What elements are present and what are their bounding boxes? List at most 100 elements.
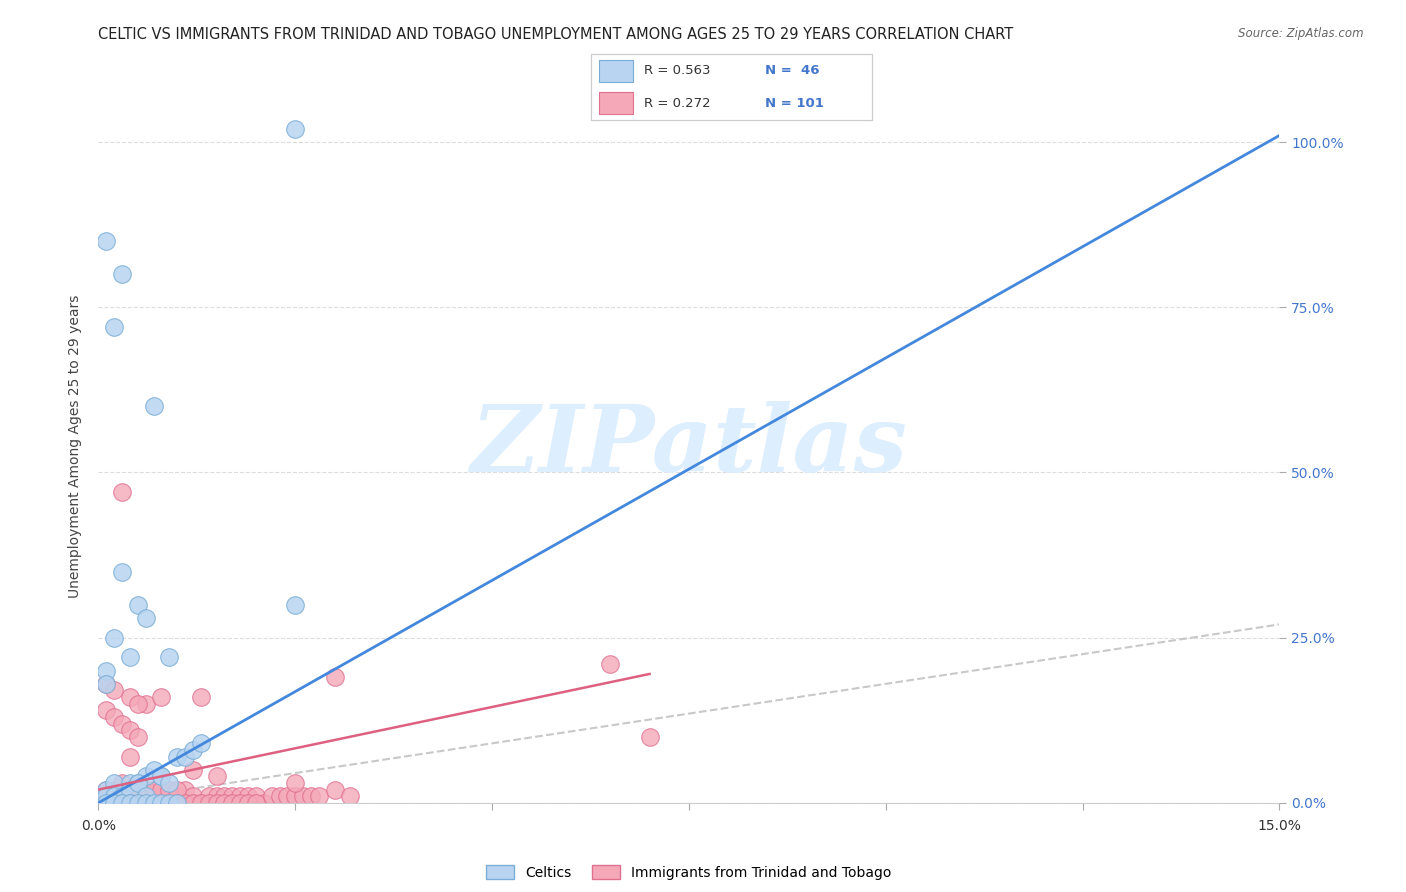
Text: ZIPatlas: ZIPatlas (471, 401, 907, 491)
Point (269, 789, 291, 804)
Point (323, 782, 346, 797)
Point (174, 749, 197, 764)
Text: N =  46: N = 46 (765, 64, 820, 78)
Point (638, 730, 661, 744)
Point (142, 782, 165, 797)
Point (96, 789, 118, 804)
Point (150, 690, 173, 704)
Point (245, 789, 267, 804)
Point (111, 565, 134, 579)
Text: R = 0.563: R = 0.563 (644, 64, 710, 78)
Point (142, 763, 165, 777)
Point (103, 776, 125, 790)
Point (135, 796, 157, 810)
Point (142, 796, 165, 810)
Point (142, 400, 165, 414)
Point (111, 789, 134, 804)
Point (96, 782, 118, 797)
Point (103, 796, 125, 810)
Point (111, 796, 134, 810)
Point (236, 796, 259, 810)
Point (181, 743, 204, 757)
Point (127, 782, 149, 797)
Point (190, 796, 212, 810)
Point (181, 789, 204, 804)
Point (103, 796, 125, 810)
Text: Source: ZipAtlas.com: Source: ZipAtlas.com (1239, 27, 1364, 40)
Point (205, 769, 228, 783)
Point (150, 796, 173, 810)
Point (118, 796, 141, 810)
Point (118, 776, 141, 790)
Point (221, 796, 243, 810)
Point (214, 789, 236, 804)
Point (197, 796, 219, 810)
Point (103, 789, 125, 804)
Point (135, 796, 157, 810)
Point (284, 789, 307, 804)
Point (142, 796, 165, 810)
Point (135, 796, 157, 810)
Point (190, 690, 212, 704)
Point (150, 769, 173, 783)
Point (292, 789, 315, 804)
Point (181, 796, 204, 810)
Point (103, 683, 125, 698)
Text: CELTIC VS IMMIGRANTS FROM TRINIDAD AND TOBAGO UNEMPLOYMENT AMONG AGES 25 TO 29 Y: CELTIC VS IMMIGRANTS FROM TRINIDAD AND T… (98, 27, 1014, 42)
Point (111, 796, 134, 810)
Point (221, 796, 243, 810)
Point (174, 782, 197, 797)
Point (127, 697, 149, 711)
Point (103, 631, 125, 645)
Point (111, 776, 134, 790)
Point (229, 796, 252, 810)
Point (142, 782, 165, 797)
Point (96, 703, 118, 717)
Point (96, 796, 118, 810)
Point (229, 789, 252, 804)
Point (166, 749, 188, 764)
Point (96, 664, 118, 678)
Point (157, 796, 180, 810)
Point (323, 670, 346, 684)
Point (127, 789, 149, 804)
Point (118, 782, 141, 797)
Point (96, 234, 118, 248)
Point (260, 789, 283, 804)
Point (166, 796, 188, 810)
Point (111, 796, 134, 810)
Point (103, 782, 125, 797)
Point (181, 796, 204, 810)
Point (166, 789, 188, 804)
Point (96, 796, 118, 810)
Point (111, 485, 134, 500)
Point (111, 716, 134, 731)
Point (214, 796, 236, 810)
Point (118, 690, 141, 704)
Point (150, 789, 173, 804)
Point (135, 697, 157, 711)
Point (236, 796, 259, 810)
Text: 0.0%: 0.0% (82, 820, 115, 833)
Point (111, 267, 134, 281)
Point (284, 776, 307, 790)
Point (135, 789, 157, 804)
Point (214, 796, 236, 810)
Point (135, 789, 157, 804)
Point (245, 796, 267, 810)
Point (118, 796, 141, 810)
Point (157, 782, 180, 797)
Point (157, 789, 180, 804)
Point (157, 776, 180, 790)
Point (166, 796, 188, 810)
Point (157, 796, 180, 810)
Point (103, 796, 125, 810)
Point (599, 657, 621, 671)
Point (339, 789, 361, 804)
Point (190, 796, 212, 810)
Point (221, 789, 243, 804)
Point (150, 782, 173, 797)
Point (111, 782, 134, 797)
Point (236, 789, 259, 804)
Point (96, 677, 118, 691)
